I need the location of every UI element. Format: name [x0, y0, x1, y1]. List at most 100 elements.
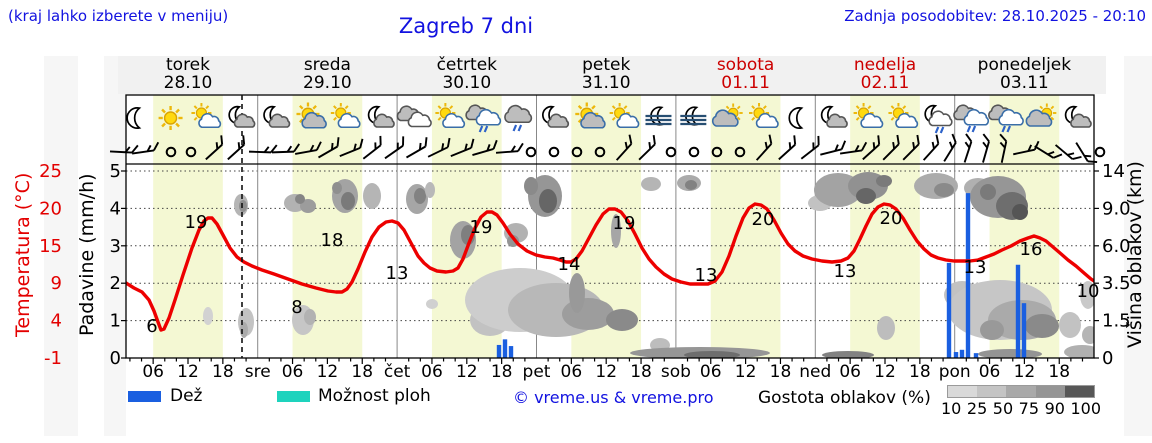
day-abbr-label: pet [523, 362, 551, 382]
rain-bar [1015, 264, 1021, 358]
day-date: 30.10 [442, 73, 492, 93]
wind-calm-icon [665, 146, 677, 158]
day-name: nedelja [853, 55, 917, 75]
weather-icon-mc [1064, 105, 1092, 128]
day-abbr-label: sre [245, 362, 271, 382]
time-label: 18 [491, 362, 513, 382]
temperature-curve [126, 202, 1094, 332]
cloud-blob [239, 200, 247, 212]
wind-barb-icon [963, 133, 973, 163]
time-label: 12 [735, 362, 757, 382]
temperature-label: 13 [386, 263, 409, 284]
margin-strip-left-2 [104, 56, 126, 436]
wind-barb-icon [131, 141, 160, 155]
wind-barb-icon [615, 134, 633, 161]
time-label: 12 [874, 362, 896, 382]
day-abbr-label: ned [799, 362, 831, 382]
time-label: 06 [142, 362, 164, 382]
scalebar-segment [948, 386, 978, 397]
cloud-blob [1080, 281, 1094, 309]
wind-calm-icon [594, 146, 606, 158]
wind-barb-icon [271, 143, 301, 154]
weather-icon-sc2 [296, 102, 327, 129]
panel-border [125, 94, 1095, 359]
wind-barb-icon [295, 141, 322, 155]
weather-icon-ccr [465, 104, 502, 133]
weather-icon-sc [853, 103, 884, 129]
cloud-blob [300, 199, 316, 213]
scalebar-segment [1064, 386, 1095, 397]
weather-icon-sc [749, 103, 779, 129]
cloud-blob [1025, 314, 1059, 338]
cloud-height-tick-label: 1.5 [1102, 311, 1131, 332]
scalebar-tick-label: 50 [992, 399, 1014, 418]
weather-icon-mc [542, 105, 570, 128]
day-name: četrtek [436, 55, 498, 75]
precipitation-bars [496, 193, 1027, 358]
rain-bar [1021, 303, 1027, 358]
cloud-blob [1064, 345, 1094, 358]
temperature-tick-label: -1 [44, 348, 62, 369]
day-abbr-label: pon [939, 362, 971, 382]
cloud-density-label: Gostota oblakov (%) [758, 388, 931, 408]
cloud-blob [562, 298, 614, 330]
menu-hint: (kraj lahko izberete v meniju) [8, 7, 229, 25]
time-label: 18 [909, 362, 931, 382]
rain-bar [959, 349, 965, 358]
time-label: 18 [630, 362, 652, 382]
margin-strip-left-1 [44, 56, 78, 436]
precipitation-tick-label: 0 [110, 348, 121, 369]
temperature-label: 14 [558, 254, 581, 275]
daylight-band [710, 95, 781, 358]
time-label: 12 [177, 362, 199, 382]
scalebar-segment [1006, 386, 1036, 397]
wind-barb-icon [227, 135, 246, 161]
temperature-label: 18 [321, 230, 344, 251]
day-abbr-label: sob [661, 362, 691, 382]
weather-icon-mc [820, 105, 848, 128]
weather-icon-mf [680, 106, 707, 126]
wind-barb-icon [1075, 142, 1098, 163]
rain-legend-swatch [128, 391, 161, 402]
cloud-height-tick-label: 9.0 [1102, 198, 1131, 219]
wind-barb-icon [1054, 144, 1082, 160]
weather-icon-cs [1025, 103, 1057, 127]
weather-icon-cs [711, 103, 743, 127]
time-label: 12 [1014, 362, 1036, 382]
wind-barb-icon [205, 135, 224, 161]
wind-barb-icon [109, 144, 139, 154]
weather-icon-m [126, 107, 142, 129]
last-update: Zadnja posodobitev: 28.10.2025 - 20:10 [844, 7, 1146, 25]
temperature-label: 16 [1020, 239, 1043, 260]
day-date: 03.11 [1000, 73, 1049, 93]
wind-barb-icon [982, 133, 990, 163]
margin-strip-right [1124, 56, 1152, 436]
cloud-blob [539, 189, 557, 213]
cloud-density-scale-labels: 10 25 50 75 90 100 [941, 399, 1101, 418]
weather-icon-sc [435, 103, 466, 129]
wind-barb-icon [922, 134, 940, 161]
cloud-blob [1012, 204, 1028, 220]
wind-barb-icon [1034, 145, 1063, 159]
rain-legend-label: Dež [170, 386, 203, 406]
cloud-height-tick-label: 0 [1102, 348, 1113, 369]
weather-icon-sc2 [575, 102, 606, 129]
scalebar-tick-label: 90 [1044, 399, 1065, 418]
rain-bar [502, 339, 508, 358]
wind-barb-icon [755, 134, 773, 161]
weather-icon-cr [504, 104, 533, 132]
cloud-blob [822, 351, 874, 358]
cloud-blob [685, 180, 697, 190]
wind-barb-icon [862, 135, 881, 161]
cloud-blob [426, 299, 438, 309]
time-label: 18 [212, 362, 234, 382]
time-label: 06 [839, 362, 861, 382]
copyright-link[interactable]: © vreme.us & vreme.pro [513, 388, 714, 407]
wind-calm-icon [548, 146, 560, 158]
weather-icon-s [158, 105, 183, 131]
cloud-blob [524, 177, 538, 195]
wind-barb-icon [1013, 140, 1040, 156]
weather-icon-m [788, 107, 804, 129]
temperature-label: 8 [291, 297, 302, 318]
rain-bar [946, 262, 952, 358]
